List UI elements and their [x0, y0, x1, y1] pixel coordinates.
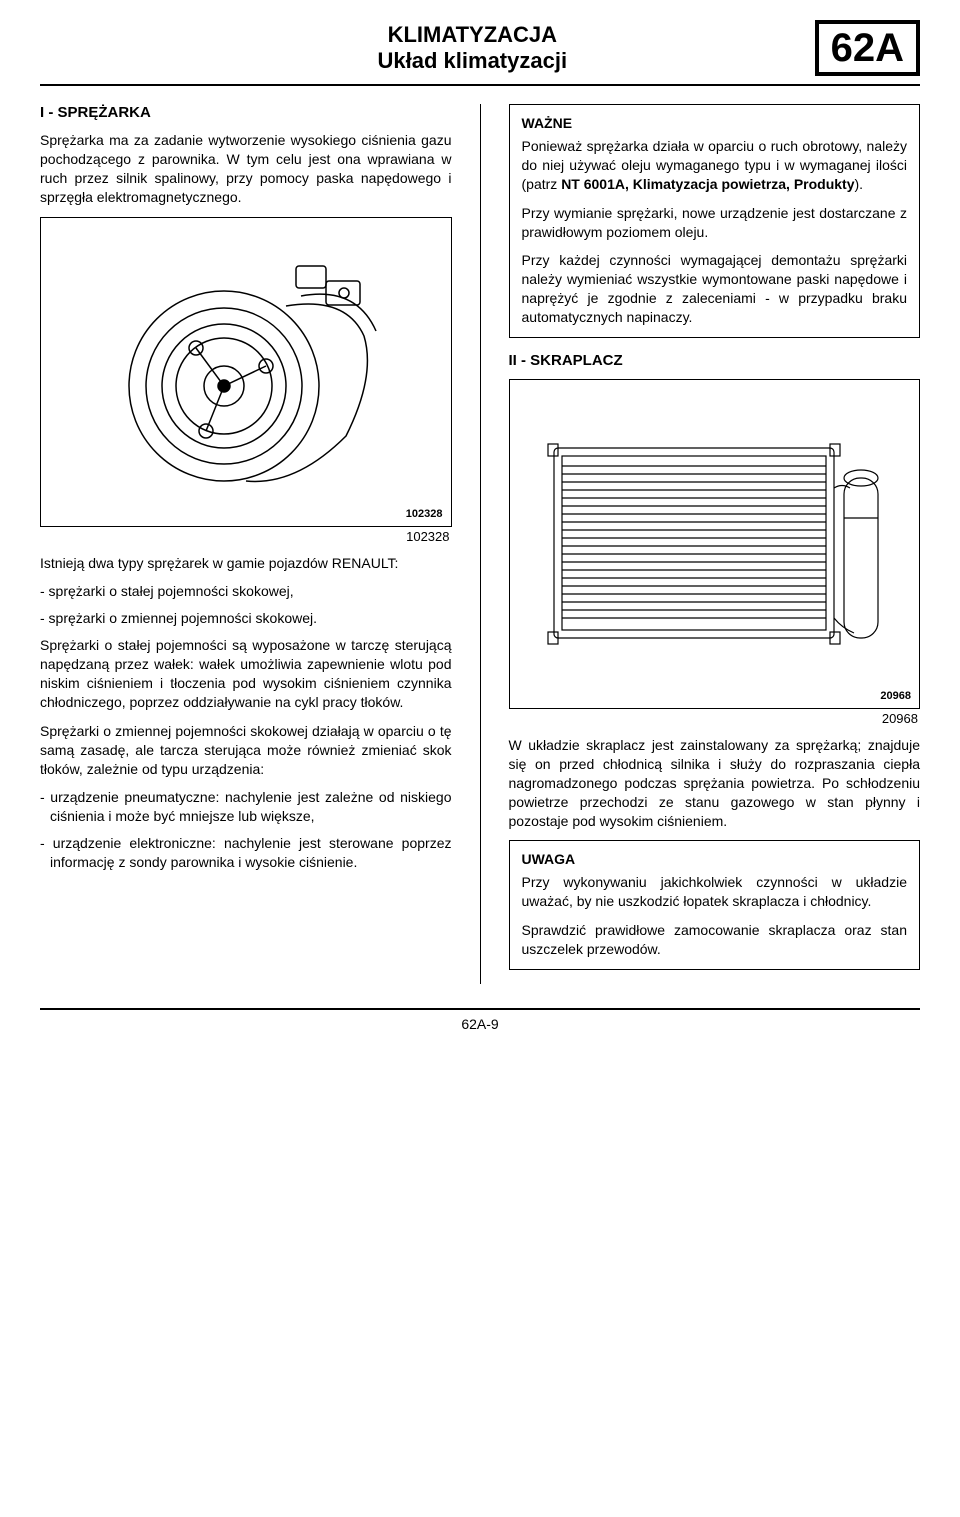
note-box: UWAGA Przy wykonywaniu jakichkolwiek czy… [509, 840, 921, 970]
left-p4: Sprężarki o zmiennej pojemności skokowej… [40, 722, 452, 779]
left-li4: - urządzenie elektroniczne: nachylenie j… [40, 834, 452, 872]
fig1-id-inside: 102328 [406, 508, 443, 520]
left-li1: - sprężarki o stałej pojemności skokowej… [40, 582, 452, 601]
compressor-icon [96, 226, 396, 506]
important-box-p2: Przy wymianie sprężarki, nowe urządzenie… [522, 204, 908, 242]
column-separator [480, 104, 481, 984]
condenser-icon [524, 388, 904, 688]
note-box-title: UWAGA [522, 851, 908, 867]
note-box-p2: Sprawdzić prawidłowe zamocowanie skrapla… [522, 921, 908, 959]
section2-heading: II - SKRAPLACZ [509, 352, 921, 369]
page-footer: 62A-9 [40, 1008, 920, 1032]
left-column: I - SPRĘŻARKA Sprężarka ma za zadanie wy… [40, 104, 452, 984]
header-line1: KLIMATYZACJA [130, 22, 815, 48]
important-box-p1: Ponieważ sprężarka działa w oparciu o ru… [522, 137, 908, 194]
right-column: WAŻNE Ponieważ sprężarka działa w oparci… [509, 104, 921, 984]
note-box-p1: Przy wykonywaniu jakichkolwiek czynności… [522, 873, 908, 911]
left-p1: Sprężarka ma za zadanie wytworzenie wyso… [40, 131, 452, 207]
right-p1: W układzie skraplacz jest zainstalowany … [509, 736, 921, 830]
page-number: 62A-9 [461, 1016, 498, 1032]
important-box: WAŻNE Ponieważ sprężarka działa w oparci… [509, 104, 921, 338]
fig2-caption: 20968 [509, 711, 919, 726]
section1-heading: I - SPRĘŻARKA [40, 104, 452, 121]
section-code-badge: 62A [815, 20, 920, 76]
compressor-figure: 102328 [40, 217, 452, 527]
content-columns: I - SPRĘŻARKA Sprężarka ma za zadanie wy… [40, 104, 920, 984]
left-li3: - urządzenie pneumatyczne: nachylenie je… [40, 788, 452, 826]
header-line2: Układ klimatyzacji [130, 48, 815, 74]
fig1-caption: 102328 [40, 529, 450, 544]
page-header: KLIMATYZACJA Układ klimatyzacji 62A [40, 20, 920, 86]
left-p3: Sprężarki o stałej pojemności są wyposaż… [40, 636, 452, 712]
important-box-p3: Przy każdej czynności wymagającej demont… [522, 251, 908, 327]
header-titles: KLIMATYZACJA Układ klimatyzacji [130, 22, 815, 74]
left-p2: Istnieją dwa typy sprężarek w gamie poja… [40, 554, 452, 573]
condenser-figure: 20968 [509, 379, 921, 709]
important-box-title: WAŻNE [522, 115, 908, 131]
fig2-id-inside: 20968 [880, 690, 911, 702]
left-li2: - sprężarki o zmiennej pojemności skokow… [40, 609, 452, 628]
